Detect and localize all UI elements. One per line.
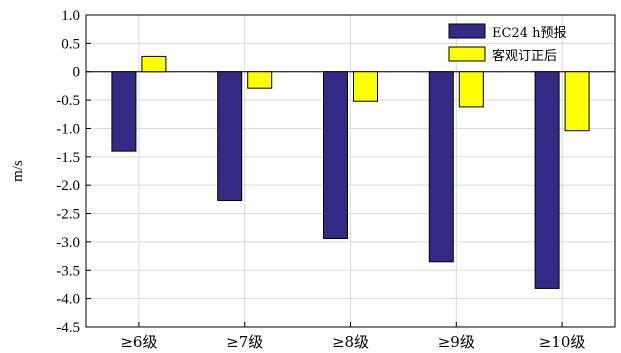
y-tick-label: -4.5 [56, 320, 80, 336]
x-tick-label: ≥7级 [226, 333, 263, 351]
x-tick-label: ≥6级 [120, 333, 157, 351]
x-tick-label: ≥8级 [332, 333, 369, 351]
y-tick-label: -4.0 [56, 292, 80, 308]
bars [111, 55, 590, 289]
x-axis-ticks: ≥6级 ≥7级 ≥8级 ≥9级 ≥10级 [120, 322, 585, 351]
x-tick-label: ≥10级 [539, 333, 586, 351]
y-tick-label: -2.5 [56, 207, 80, 223]
bar-series-1-cat-5 [534, 71, 560, 289]
x-tick-label: ≥9级 [438, 333, 475, 351]
y-tick-label: 1.0 [61, 8, 80, 24]
bar-series-1-cat-1 [111, 71, 137, 152]
bar-series-1-cat-3 [323, 71, 348, 240]
y-tick-label: 0.5 [61, 36, 80, 52]
bar-series-2-cat-5 [564, 71, 590, 132]
bar-series-2-cat-3 [353, 71, 378, 102]
y-axis-title: m/s [10, 160, 26, 182]
legend-label: EC24 h预报 [492, 26, 566, 41]
y-tick-label: -3.5 [56, 263, 80, 279]
y-tick-label: -1.0 [56, 121, 80, 137]
legend-label: 客观订正后 [492, 48, 557, 64]
bar-series-1-cat-4 [428, 71, 454, 263]
bar-series-2-cat-1 [141, 55, 167, 73]
y-axis-ticks: 1.0 0.5 0 -0.5 -1.0 -1.5 -2.0 -2.5 -3.0 -3.5 -4.0 -… [56, 8, 91, 336]
y-tick-label: -0.5 [56, 93, 80, 109]
legend-swatch [448, 23, 486, 39]
grid-lines [86, 15, 615, 327]
bar-series-1-cat-2 [217, 71, 243, 201]
y-tick-label: 0 [73, 65, 81, 81]
y-tick-label: -2.0 [56, 178, 80, 194]
bar-series-2-cat-2 [247, 71, 273, 89]
y-tick-label: -1.5 [56, 150, 80, 166]
legend-swatch [448, 46, 486, 62]
bar-series-2-cat-4 [458, 71, 484, 108]
y-tick-label: -3.0 [56, 235, 80, 251]
